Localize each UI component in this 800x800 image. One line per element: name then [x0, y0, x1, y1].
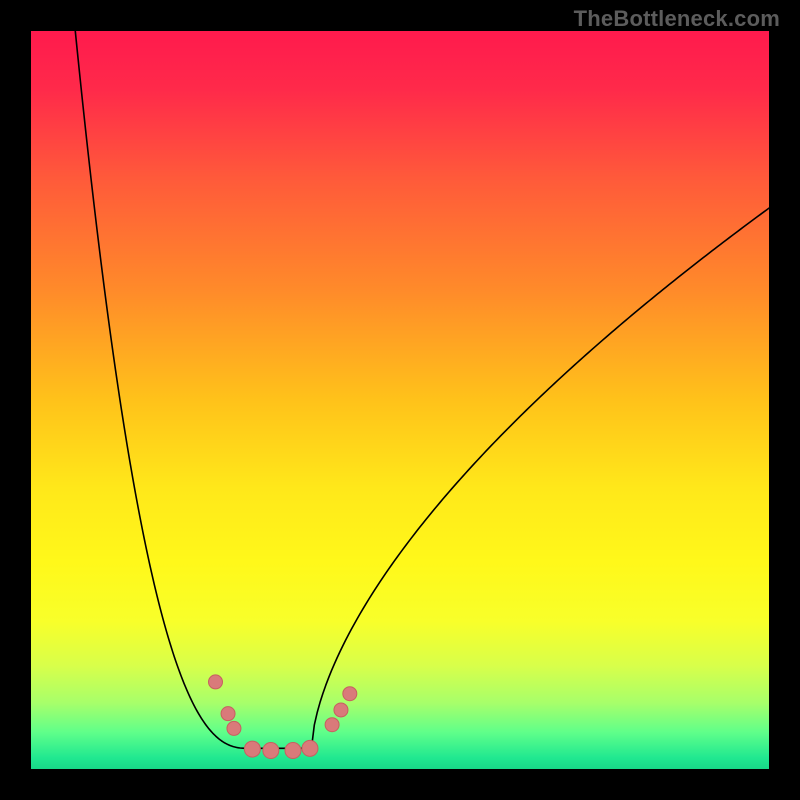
data-marker [221, 707, 235, 721]
watermark-text: TheBottleneck.com [574, 6, 780, 32]
data-marker [285, 743, 301, 759]
data-marker [334, 703, 348, 717]
plot-area [31, 31, 769, 769]
data-marker [302, 740, 318, 756]
data-marker [325, 718, 339, 732]
chart-svg [31, 31, 769, 769]
data-marker [227, 721, 241, 735]
data-marker [209, 675, 223, 689]
bottleneck-curve [75, 31, 769, 748]
data-marker [343, 687, 357, 701]
data-marker [244, 741, 260, 757]
data-marker [263, 743, 279, 759]
